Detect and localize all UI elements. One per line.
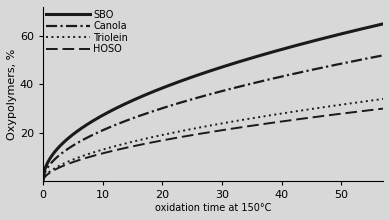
Line: Triolein: Triolein bbox=[43, 99, 383, 181]
Line: SBO: SBO bbox=[43, 24, 383, 181]
SBO bbox=[381, 23, 385, 25]
Canola bbox=[101, 129, 105, 131]
SBO bbox=[241, 59, 246, 62]
Triolein bbox=[381, 98, 385, 100]
HOSO bbox=[381, 107, 385, 110]
SBO bbox=[297, 43, 301, 46]
Canola bbox=[195, 97, 199, 99]
SBO bbox=[128, 100, 133, 103]
X-axis label: oxidation time at 150°C: oxidation time at 150°C bbox=[155, 203, 271, 213]
Canola bbox=[128, 118, 133, 121]
Triolein bbox=[41, 180, 45, 183]
SBO bbox=[268, 51, 272, 54]
HOSO bbox=[128, 145, 133, 148]
Triolein bbox=[268, 114, 272, 117]
SBO bbox=[41, 180, 45, 183]
Canola bbox=[297, 71, 301, 74]
Legend: SBO, Canola, Triolein, HOSO: SBO, Canola, Triolein, HOSO bbox=[45, 9, 129, 55]
Triolein bbox=[128, 141, 133, 144]
Triolein bbox=[101, 148, 105, 151]
Triolein bbox=[195, 127, 199, 129]
Canola bbox=[268, 78, 272, 81]
HOSO bbox=[41, 180, 45, 183]
HOSO bbox=[101, 152, 105, 155]
HOSO bbox=[195, 133, 199, 136]
Y-axis label: Oxypolymers, %: Oxypolymers, % bbox=[7, 48, 17, 140]
Line: HOSO: HOSO bbox=[43, 109, 383, 181]
SBO bbox=[195, 74, 199, 77]
Canola bbox=[41, 180, 45, 183]
Canola bbox=[241, 84, 246, 87]
Line: Canola: Canola bbox=[43, 55, 383, 181]
HOSO bbox=[268, 122, 272, 124]
Triolein bbox=[297, 110, 301, 112]
HOSO bbox=[297, 118, 301, 120]
HOSO bbox=[241, 126, 246, 128]
Canola bbox=[381, 54, 385, 57]
SBO bbox=[101, 114, 105, 116]
Triolein bbox=[241, 118, 246, 121]
